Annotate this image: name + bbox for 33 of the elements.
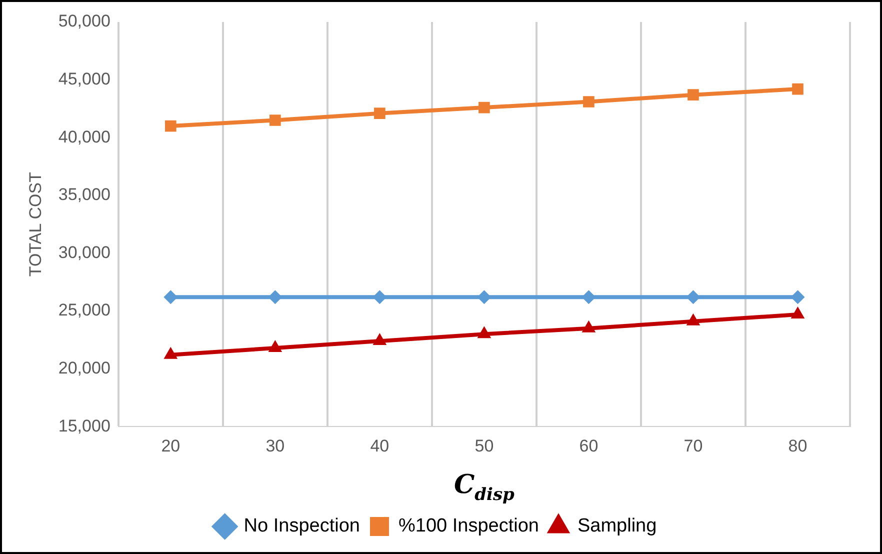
point (686, 313, 700, 326)
point (688, 89, 699, 100)
x-tick-label: 30 (266, 436, 285, 456)
y-axis-title: TOTAL COST (26, 172, 45, 277)
x-tick-label: 50 (474, 436, 494, 456)
point (372, 333, 387, 346)
y-tick-label: 15,000 (58, 416, 110, 436)
point (268, 340, 282, 352)
y-tick-label: 30,000 (58, 242, 110, 262)
y-tick-label: 35,000 (58, 185, 110, 204)
y-tick-label: 25,000 (58, 300, 110, 320)
y-tick-label: 50,000 (58, 12, 110, 31)
x-tick-label: 80 (788, 436, 808, 456)
y-tick-label: 20,000 (58, 358, 110, 378)
point (164, 120, 176, 132)
point (792, 83, 804, 95)
x-tick-label: 40 (370, 436, 390, 456)
legend-label: No Inspection (244, 516, 360, 537)
y-tick-label: 45,000 (58, 69, 110, 88)
point (477, 326, 492, 338)
point (270, 114, 281, 126)
legend-label: %100 Inspection (398, 516, 539, 537)
point (583, 96, 594, 108)
y-tick-label: 40,000 (58, 127, 110, 146)
point (582, 320, 596, 332)
point (478, 102, 490, 114)
legend-label: Sampling (577, 516, 657, 537)
x-tick-label: 20 (161, 436, 180, 456)
point (790, 306, 805, 318)
point (164, 346, 178, 359)
x-tick-label: 60 (579, 436, 598, 456)
x-tick-label: 70 (684, 436, 703, 456)
point (374, 108, 386, 119)
